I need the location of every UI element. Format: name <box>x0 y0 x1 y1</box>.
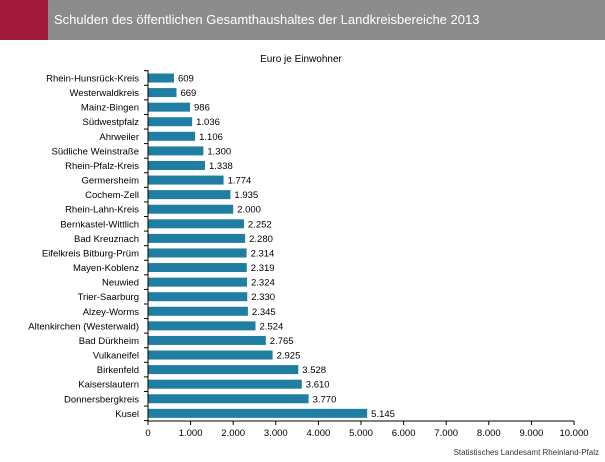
category-label: Germersheim <box>81 176 139 187</box>
value-label: 1.935 <box>234 190 258 201</box>
value-label: 1.338 <box>209 161 233 172</box>
category-label: Südliche Weinstraße <box>52 146 139 157</box>
category-label: Kaiserslautern <box>78 380 139 391</box>
category-label: Rhein-Hunsrück-Kreis <box>46 74 139 85</box>
value-label: 1.300 <box>207 146 231 157</box>
category-label: Mainz-Bingen <box>81 103 139 114</box>
value-label: 2.524 <box>260 321 284 332</box>
header-bar: Schulden des öffentlichen Gesamthaushalt… <box>0 0 605 40</box>
x-tick-label: 0 <box>145 428 150 439</box>
category-label: Vulkaneifel <box>93 351 139 362</box>
category-label: Bernkastel-Wittlich <box>60 219 139 230</box>
category-label: Trier-Saarburg <box>78 292 139 303</box>
bar <box>148 175 224 185</box>
category-label: Alzey-Worms <box>83 307 140 318</box>
value-label: 986 <box>194 103 210 114</box>
value-label: 2.280 <box>249 234 273 245</box>
category-label: Eifelkreis Bitburg-Prüm <box>42 248 139 259</box>
bar <box>148 306 248 316</box>
category-label: Cochem-Zell <box>85 190 139 201</box>
value-label: 2.000 <box>237 205 261 216</box>
bar <box>148 277 248 287</box>
bar <box>148 408 368 418</box>
bar <box>148 292 248 302</box>
category-label: Südwestpfalz <box>82 117 139 128</box>
category-label: Mayen-Koblenz <box>73 263 139 274</box>
value-label: 609 <box>178 74 194 85</box>
bar <box>148 73 174 83</box>
category-label: Ahrweiler <box>99 132 139 143</box>
bar <box>148 263 247 273</box>
bar <box>148 350 273 360</box>
bar <box>148 102 191 112</box>
bar <box>148 335 266 345</box>
header-accent-block <box>0 0 48 40</box>
bar <box>148 365 299 375</box>
category-label: Bad Kreuznach <box>74 234 139 245</box>
x-tick-label: 9.000 <box>520 428 544 439</box>
value-label: 3.528 <box>302 365 326 376</box>
category-label: Westerwaldkreis <box>69 88 139 99</box>
value-label: 5.145 <box>371 409 395 420</box>
value-label: 1.036 <box>196 117 220 128</box>
value-label: 2.330 <box>251 292 275 303</box>
value-label: 3.770 <box>313 394 337 405</box>
x-tick-label: 2.000 <box>221 428 245 439</box>
category-label: Birkenfeld <box>97 365 139 376</box>
category-label: Altenkirchen (Westerwald) <box>28 321 139 332</box>
bar <box>148 394 309 404</box>
bar <box>148 146 204 156</box>
value-label: 2.314 <box>251 248 275 259</box>
page-title: Schulden des öffentlichen Gesamthaushalt… <box>54 12 480 27</box>
value-label: 1.774 <box>228 176 252 187</box>
x-tick-label: 5.000 <box>349 428 373 439</box>
category-label: Rhein-Pfalz-Kreis <box>65 161 139 172</box>
bar <box>148 219 244 229</box>
bar <box>148 233 246 243</box>
bar <box>148 117 193 127</box>
bar <box>148 248 247 258</box>
bar <box>148 379 302 389</box>
value-label: 2.925 <box>277 351 301 362</box>
value-label: 2.345 <box>252 307 276 318</box>
x-tick-label: 10.000 <box>559 428 588 439</box>
bar <box>148 204 234 214</box>
chart-title: Euro je Einwohner <box>260 54 342 65</box>
category-label: Kusel <box>115 409 139 420</box>
value-label: 3.610 <box>306 380 330 391</box>
bar <box>148 160 205 170</box>
category-label: Rhein-Lahn-Kreis <box>65 205 139 216</box>
category-label: Donnersbergkreis <box>64 394 139 405</box>
x-tick-label: 1.000 <box>179 428 203 439</box>
value-label: 2.765 <box>270 336 294 347</box>
bar <box>148 88 177 98</box>
bar <box>148 190 231 200</box>
x-tick-label: 3.000 <box>264 428 288 439</box>
bar <box>148 321 256 331</box>
value-label: 669 <box>180 88 196 99</box>
x-tick-label: 7.000 <box>434 428 458 439</box>
value-label: 1.106 <box>199 132 223 143</box>
x-tick-label: 4.000 <box>307 428 331 439</box>
category-label: Bad Dürkheim <box>79 336 139 347</box>
source-note: Statistisches Landesamt Rheinland-Pfalz <box>453 448 599 457</box>
value-label: 2.319 <box>251 263 275 274</box>
bar <box>148 131 196 141</box>
x-tick-label: 8.000 <box>477 428 501 439</box>
category-label: Neuwied <box>102 278 139 289</box>
value-label: 2.252 <box>248 219 272 230</box>
x-tick-label: 6.000 <box>392 428 416 439</box>
value-label: 2.324 <box>251 278 275 289</box>
